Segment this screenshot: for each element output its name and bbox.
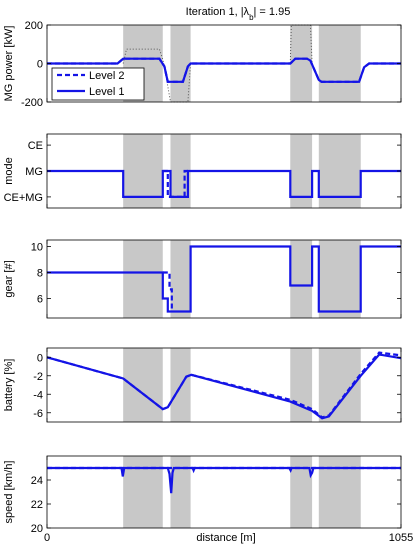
y-axis-label: mode (3, 157, 15, 185)
level-2-line (162, 169, 191, 198)
level-1-line (47, 169, 401, 198)
y-tick-label: 20 (31, 523, 43, 535)
shaded-region-3 (290, 456, 313, 528)
shaded-region-1 (123, 134, 163, 208)
y-tick-label: 24 (31, 475, 43, 487)
level-2-line (46, 351, 402, 419)
y-tick-label: CE (28, 140, 43, 152)
y-tick-label: 8 (37, 268, 43, 280)
shaded-region-3 (290, 240, 313, 318)
shaded-region-3 (290, 25, 313, 102)
y-axis-label: speed [km/h] (3, 461, 15, 524)
shaded-region-2 (170, 134, 191, 208)
shaded-region-4 (318, 134, 361, 208)
y-tick-label: -4 (33, 389, 43, 401)
axes-frame (46, 347, 402, 423)
shaded-region-4 (318, 25, 361, 102)
panel-3: 6 8 10 gear [#] (3, 239, 402, 319)
y-tick-label: 22 (31, 499, 43, 511)
level-1-line (47, 245, 401, 313)
x-axis-label: distance [m] (196, 532, 255, 544)
y-tick-label: 0 (37, 59, 43, 71)
x-tick-label-end: 1055 (389, 532, 413, 544)
y-axis-label: gear [#] (3, 260, 15, 297)
y-tick-label: MG (25, 166, 43, 178)
panel-1: -200 0 200 MG power [kW] (3, 20, 402, 109)
legend-label-level-1: Level 1 (89, 86, 124, 98)
shaded-region-4 (318, 456, 361, 528)
shaded-region-1 (123, 240, 163, 318)
panel-4: -6 -4 -2 0 battery [%] (3, 347, 402, 423)
y-tick-label: -2 (33, 371, 43, 383)
level-2-line (47, 57, 401, 83)
y-tick-label: 0 (37, 352, 43, 364)
level-2-line (162, 271, 173, 312)
panel-5: 20 22 24 speed [km/h] (3, 455, 402, 535)
axes-frame (46, 455, 402, 529)
y-tick-label: -200 (21, 97, 43, 109)
legend-label-level-2: Level 2 (89, 70, 124, 82)
y-axis-label: MG power [kW] (3, 26, 15, 102)
shaded-region-4 (318, 240, 361, 318)
shaded-region-2 (170, 456, 191, 528)
shaded-region-3 (290, 348, 313, 422)
x-tick-label-start: 0 (44, 532, 50, 544)
legend-box (51, 67, 145, 101)
shaded-region-3 (290, 134, 313, 208)
y-tick-label: 6 (37, 294, 43, 306)
y-tick-label: CE+MG (4, 192, 43, 204)
reference-line (122, 24, 313, 103)
shaded-region-1 (123, 456, 163, 528)
shaded-region-1 (123, 348, 163, 422)
y-tick-label: 10 (31, 242, 43, 254)
shaded-region-2 (170, 240, 191, 318)
y-tick-label: 200 (25, 20, 43, 32)
legend: Level 2 Level 1 (51, 67, 145, 101)
axes-frame (46, 239, 402, 319)
chart-title: Iteration 1, |λb| = 1.95 (186, 6, 291, 22)
y-axis-label: battery [%] (3, 359, 15, 412)
panel-2: CE MG CE+MG mode (3, 133, 402, 209)
shaded-region-2 (170, 25, 191, 102)
y-tick-label: -6 (33, 408, 43, 420)
